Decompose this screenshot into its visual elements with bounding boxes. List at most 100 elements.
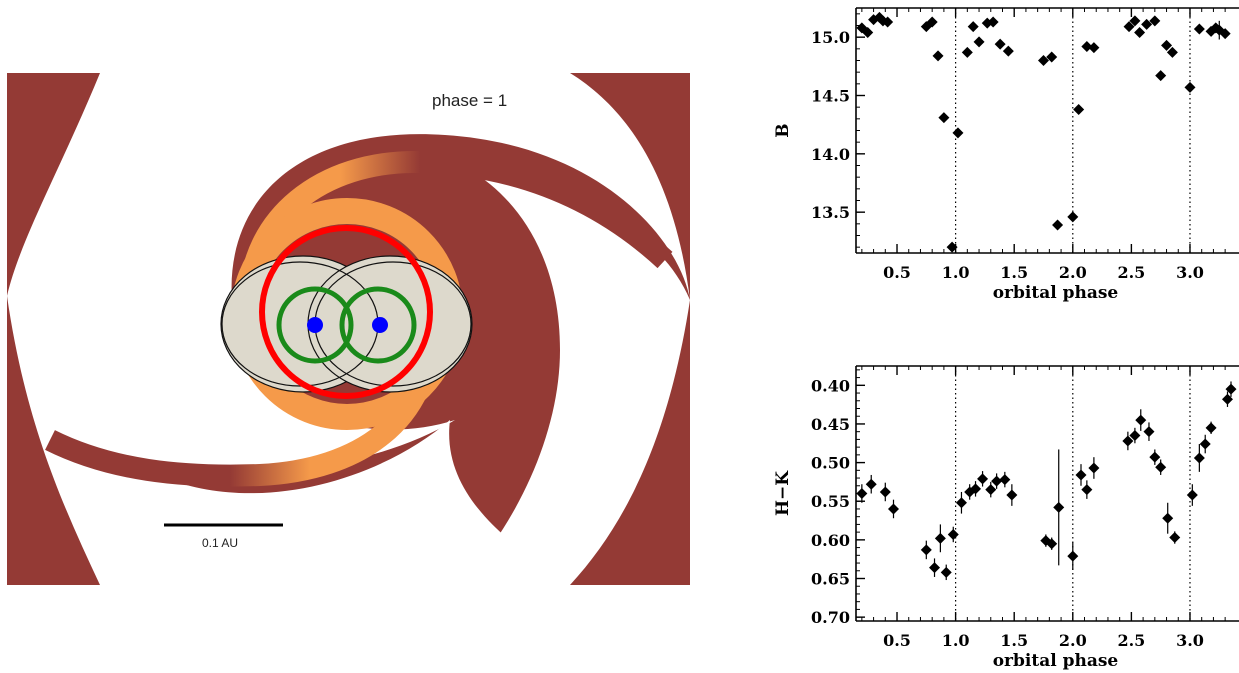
outer-spiral-cavity	[7, 73, 690, 473]
x-tick-label: 0.5	[883, 263, 911, 282]
data-point	[970, 483, 982, 495]
data-point	[1193, 23, 1205, 35]
data-point	[1122, 435, 1134, 447]
data-point	[1213, 24, 1225, 36]
data-point	[1199, 438, 1211, 450]
data-point	[947, 528, 959, 540]
y-tick-label: 0.45	[811, 415, 850, 434]
data-point	[1067, 550, 1079, 562]
data-point	[1219, 28, 1231, 40]
data-point	[856, 488, 868, 499]
data-point	[1046, 51, 1058, 63]
data-point	[1038, 55, 1049, 66]
data-point	[1123, 21, 1135, 33]
data-point	[1075, 469, 1087, 481]
accretion-stream-diagram	[7, 73, 690, 585]
x-tick-label: 1.0	[942, 631, 970, 650]
x-tick-label: 2.5	[1117, 263, 1145, 282]
data-point	[932, 50, 944, 62]
circumbinary-ring	[259, 225, 433, 399]
data-point	[1193, 452, 1205, 464]
data-point	[999, 474, 1011, 486]
data-point	[991, 475, 1003, 487]
data-point	[938, 112, 950, 124]
data-point	[1073, 104, 1085, 115]
x-tick-label: 1.0	[942, 263, 970, 282]
data-point	[865, 478, 877, 490]
x-tick-label: 1.5	[1000, 631, 1028, 650]
data-point	[1141, 18, 1153, 30]
x-axis-title: orbital phase	[993, 651, 1119, 671]
y-tick-label: 0.50	[811, 454, 850, 473]
data-point	[1186, 489, 1198, 501]
star-primary	[307, 317, 323, 333]
data-point	[1134, 27, 1146, 38]
y-tick-label: 13.5	[811, 203, 850, 222]
x-tick-label: 2.0	[1059, 631, 1087, 650]
phase-label: phase = 1	[432, 91, 507, 110]
data-point	[946, 241, 958, 253]
x-tick-label: 2.0	[1059, 263, 1087, 282]
x-tick-label: 1.5	[1000, 263, 1028, 282]
data-point	[934, 532, 946, 544]
data-point	[973, 36, 985, 48]
data-point	[868, 14, 880, 26]
data-point	[952, 127, 964, 139]
y-tick-label: 0.70	[811, 608, 850, 627]
data-point	[955, 497, 967, 509]
data-point	[961, 46, 973, 58]
data-point	[1166, 46, 1178, 58]
y-tick-label: 0.40	[811, 376, 850, 395]
y-tick-label: 15.0	[811, 28, 850, 47]
scale-bar-label: 0.1 AU	[202, 536, 238, 550]
data-point	[1053, 501, 1065, 513]
data-point	[926, 16, 938, 28]
y-tick-label: 0.65	[811, 570, 850, 589]
data-point	[967, 21, 979, 33]
x-axis-title: orbital phase	[993, 283, 1119, 303]
h-k-color-curve: 0.5 1.0 1.5 2.0 2.5 3.0 0.40 0.45 0.50 0.55 0.60 0.…	[773, 365, 1239, 671]
y-axis-title: B	[773, 123, 793, 137]
data-point	[1081, 41, 1093, 52]
b-band-light-curve: 0.5 1.0 1.5 2.0 2.5 3.0 13.5 14.0 14.5 15.0 orbita…	[773, 7, 1239, 303]
data-point	[987, 16, 999, 28]
data-point	[1081, 484, 1093, 496]
data-point	[977, 473, 989, 485]
data-point	[1135, 414, 1147, 426]
data-point	[920, 544, 932, 556]
data-point	[1221, 393, 1233, 405]
data-point	[1184, 81, 1196, 93]
data-point	[1052, 219, 1064, 231]
star-lobe-left	[276, 286, 354, 364]
outer-spiral-cavity-lower	[7, 296, 570, 585]
data-point	[1149, 451, 1161, 463]
x-tick-label: 0.5	[883, 631, 911, 650]
data-point	[1155, 461, 1167, 473]
star-secondary	[372, 317, 388, 333]
data-point	[1169, 532, 1181, 544]
data-point	[1155, 70, 1167, 82]
data-point	[1129, 15, 1141, 27]
y-tick-label: 14.5	[811, 87, 850, 106]
y-tick-label: 0.60	[811, 531, 850, 550]
data-point	[929, 562, 941, 574]
data-point	[1149, 15, 1161, 27]
data-point	[1006, 489, 1018, 501]
data-point	[1225, 383, 1237, 395]
outer-spiral-cavity-right	[460, 170, 690, 585]
data-point	[882, 16, 894, 28]
data-point	[1129, 430, 1141, 442]
data-point	[1046, 538, 1058, 550]
y-tick-label: 14.0	[811, 145, 850, 164]
y-axis-title: H−K	[773, 470, 793, 516]
data-point	[940, 566, 952, 578]
data-point	[888, 503, 899, 515]
x-tick-label: 3.0	[1176, 631, 1204, 650]
data-point	[985, 484, 997, 496]
data-point	[1161, 39, 1173, 51]
data-point	[1143, 426, 1155, 438]
data-point	[1205, 422, 1217, 434]
x-tick-label: 2.5	[1117, 631, 1145, 650]
data-point	[994, 38, 1006, 50]
